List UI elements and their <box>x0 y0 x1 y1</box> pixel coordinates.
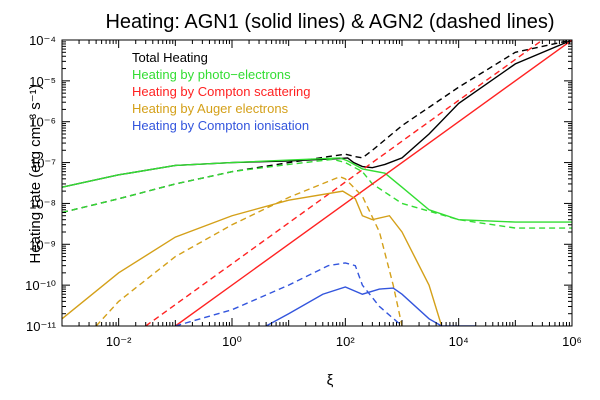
legend-item-total-heating: Total Heating <box>132 50 208 65</box>
series-line-4 <box>174 40 572 326</box>
plot-area <box>61 39 573 327</box>
y-tick-label: 10⁻⁹ <box>29 237 56 252</box>
series-line-1 <box>62 40 572 214</box>
chart-title: Heating: AGN1 (solid lines) & AGN2 (dash… <box>105 11 554 33</box>
x-tick-label: 10⁶ <box>562 334 582 349</box>
y-tick-label: 10⁻¹¹ <box>26 319 57 334</box>
y-tick-label: 10⁻⁵ <box>29 74 56 89</box>
y-tick-label: 10⁻⁷ <box>30 156 56 171</box>
x-axis-label: ξ <box>327 372 334 389</box>
y-tick-label: 10⁻⁴ <box>29 33 56 48</box>
series-line-3 <box>62 158 572 229</box>
series-line-5 <box>145 40 543 326</box>
series-line-8 <box>265 286 476 326</box>
series-line-2 <box>62 157 572 223</box>
series-line-6 <box>62 190 443 326</box>
plot-frame <box>61 39 573 327</box>
x-tick-label: 10⁴ <box>449 334 469 349</box>
series-line-9 <box>175 262 403 326</box>
legend-item-photo-electrons: Heating by photo−electrons <box>132 67 291 82</box>
y-tick-label: 10⁻¹⁰ <box>25 278 56 293</box>
x-tick-label: 10² <box>336 334 355 349</box>
series-line-7 <box>95 175 403 326</box>
y-tick-label: 10⁻⁸ <box>29 196 56 211</box>
legend-item-compton-ionisation: Heating by Compton ionisation <box>132 118 309 133</box>
legend-item-compton-scattering: Heating by Compton scattering <box>132 84 310 99</box>
y-tick-label: 10⁻⁶ <box>29 115 56 130</box>
y-axis-label: Heating rate (erg cm⁻³ s⁻¹) <box>27 84 44 263</box>
x-tick-label: 10⁰ <box>222 334 242 349</box>
legend: Total Heating Heating by photo−electrons… <box>132 50 310 133</box>
x-tick-label: 10⁻² <box>106 334 132 349</box>
series-group <box>62 40 572 326</box>
tick-layer: 10⁻² 10⁰ 10² 10⁴ 10⁶ 10⁻¹¹ 10⁻¹⁰ 10⁻⁹ 10⁻⁸ 10⁻⁷ 10… <box>25 33 582 349</box>
legend-item-auger-electrons: Heating by Auger electrons <box>132 101 289 116</box>
